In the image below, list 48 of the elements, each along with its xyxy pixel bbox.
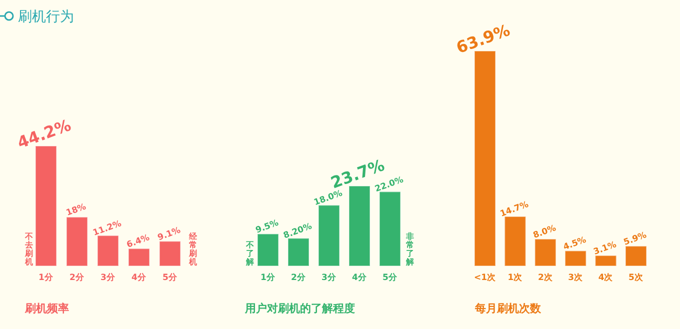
bar — [564, 250, 587, 266]
x-tick-label: 3次 — [568, 272, 584, 283]
data-label: 4.5% — [562, 235, 588, 253]
data-label: 8.0% — [532, 223, 558, 241]
bar — [534, 238, 556, 266]
x-tick-label: <1次 — [474, 272, 498, 283]
x-tick-label: 4次 — [598, 272, 614, 283]
bar — [379, 191, 401, 266]
data-label: 9.1% — [156, 226, 183, 244]
bar — [625, 246, 647, 266]
x-tick-label: 5分 — [382, 272, 398, 283]
x-axis-title: 刷机频率 — [24, 302, 69, 315]
x-tick-label: 4分 — [132, 272, 148, 283]
x-tick-label: 2分 — [70, 272, 86, 283]
x-tick-label: 1分 — [38, 272, 54, 283]
x-tick-label: 2分 — [291, 272, 307, 283]
bar — [66, 216, 88, 266]
x-tick-label: 3分 — [322, 272, 338, 283]
x-axis-title: 用户对刷机的了解程度 — [244, 302, 355, 315]
data-label: 9.5% — [254, 218, 281, 236]
x-tick-label: 2次 — [538, 272, 554, 283]
bar — [35, 146, 57, 266]
bar — [594, 255, 617, 266]
x-axis-title: 每月刷机次数 — [474, 302, 542, 315]
bar — [159, 240, 181, 266]
bar — [257, 233, 279, 266]
data-label: 44.2% — [14, 115, 74, 152]
data-label: 3.1% — [592, 240, 618, 258]
bar — [474, 50, 496, 266]
data-label: 18% — [65, 202, 88, 218]
x-tick-label: 5次 — [628, 272, 644, 283]
data-label: 5.9% — [622, 230, 649, 248]
annotation: 不去刷机 — [24, 232, 33, 266]
bar — [128, 248, 150, 266]
x-tick-label: 1次 — [508, 272, 524, 283]
bar — [288, 238, 310, 266]
x-tick-label: 4分 — [352, 272, 368, 283]
text: 经常刷机 — [188, 232, 198, 266]
text: 非常了解 — [405, 232, 414, 266]
annotation: 不了解 — [245, 240, 254, 266]
data-label: 6.4% — [126, 232, 152, 250]
bar — [504, 216, 526, 266]
bar — [318, 204, 340, 266]
x-tick-label: 3分 — [100, 272, 116, 283]
chart-title: 刷机行为 — [18, 9, 74, 25]
x-tick-label: 1分 — [260, 272, 276, 283]
x-tick-label: 5分 — [162, 272, 178, 283]
bar — [97, 235, 119, 266]
